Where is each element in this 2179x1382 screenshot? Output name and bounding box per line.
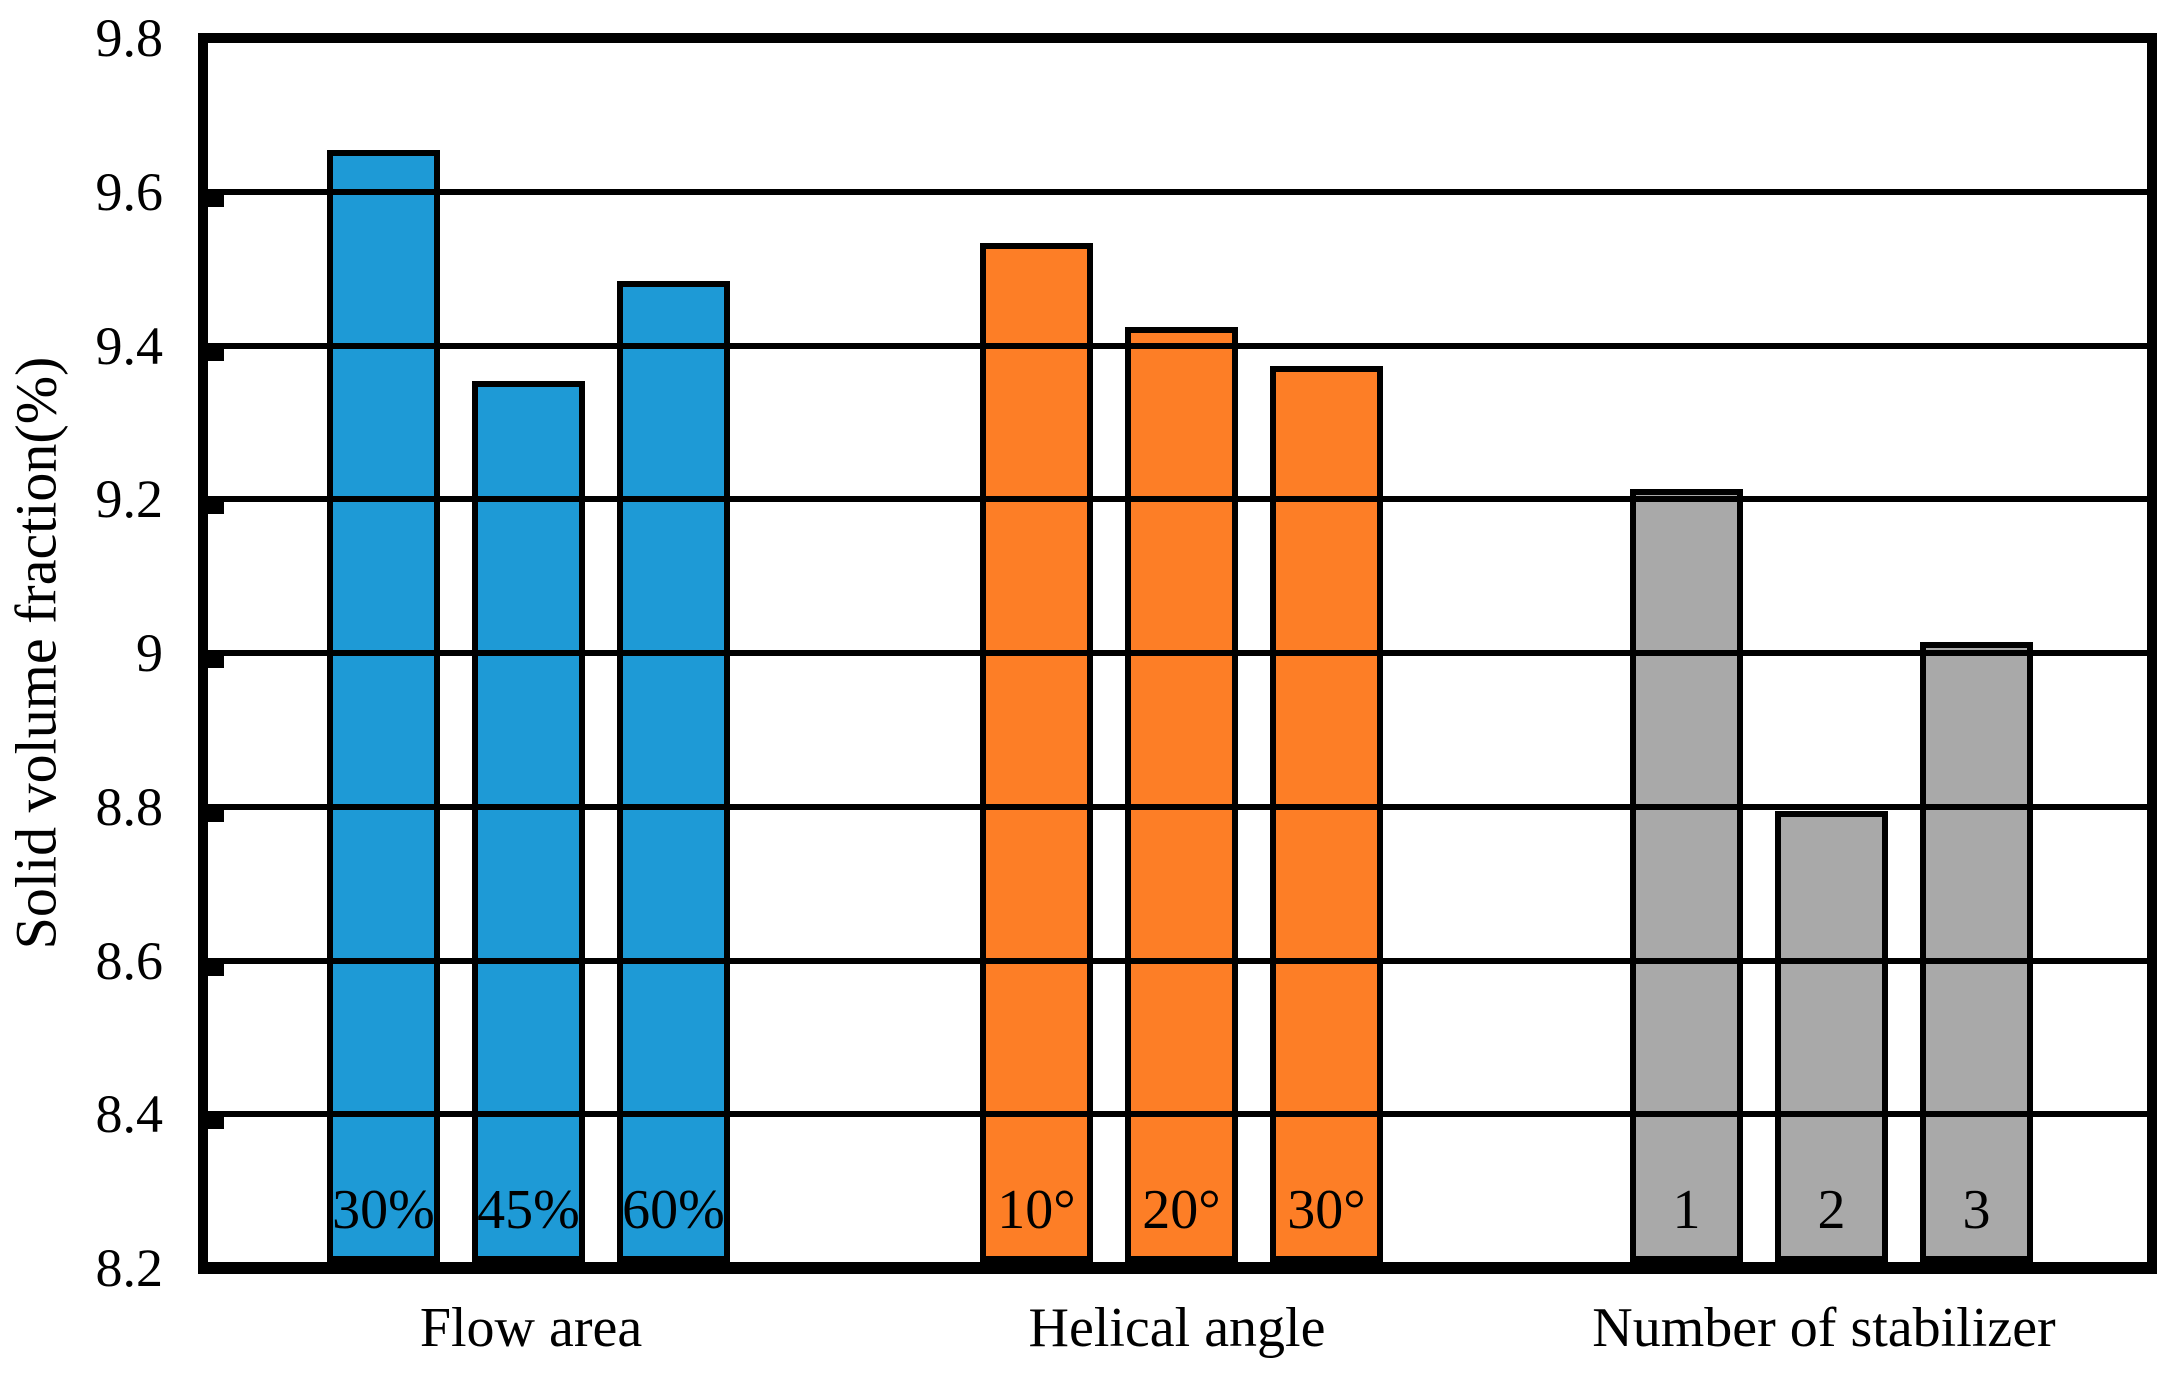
- y-tick-mark: [208, 650, 224, 668]
- plot-area: 30% 45% 60% 10° 20° 30° 1 2 3: [198, 33, 2157, 1274]
- bar-label: 60%: [622, 1179, 725, 1241]
- bar-label: 30°: [1287, 1179, 1366, 1241]
- y-tick-mark: [208, 803, 224, 822]
- bar-flow-area-45: 45%: [472, 380, 585, 1262]
- y-tick-mark: [208, 188, 224, 207]
- gridline: [208, 957, 2147, 964]
- y-tick-label: 9.2: [95, 469, 164, 530]
- y-tick-label: 9.8: [95, 8, 164, 68]
- x-category-flow-area: Flow area: [419, 1297, 643, 1359]
- gridline: [208, 342, 2147, 349]
- bar-flow-area-30: 30%: [327, 150, 440, 1262]
- bar-stabilizer-1: 1: [1630, 488, 1743, 1262]
- y-tick-label: 8.4: [95, 1084, 164, 1145]
- bar-helical-angle-10: 10°: [980, 242, 1093, 1262]
- gridline: [208, 803, 2147, 810]
- bar-label: 20°: [1142, 1179, 1221, 1241]
- bar-label: 45%: [477, 1179, 580, 1241]
- y-tick-mark: [208, 496, 224, 515]
- y-tick-label: 8.8: [95, 776, 164, 837]
- y-tick-mark: [208, 957, 224, 976]
- y-tick-mark: [208, 342, 224, 361]
- gridline: [208, 1111, 2147, 1118]
- y-tick-label: 9.4: [95, 315, 164, 376]
- bar-stabilizer-2: 2: [1775, 811, 1888, 1262]
- bar-label: 2: [1817, 1179, 1846, 1241]
- y-tick-label: 8.2: [95, 1238, 164, 1298]
- x-category-helical-angle: Helical angle: [1028, 1297, 1326, 1359]
- y-tick-label: 8.6: [95, 930, 164, 991]
- bar-stabilizer-3: 3: [1920, 642, 2033, 1262]
- bar-flow-area-60: 60%: [617, 281, 730, 1262]
- gridline: [208, 496, 2147, 503]
- y-tick-label: 9: [136, 623, 163, 683]
- gridline: [208, 650, 2147, 656]
- bar-label: 10°: [997, 1179, 1076, 1241]
- bar-label: 1: [1672, 1179, 1701, 1241]
- bar-label: 3: [1962, 1179, 1991, 1241]
- bar-label: 30%: [332, 1179, 435, 1241]
- x-category-number-of-stabilizer: Number of stabilizer: [1592, 1297, 2056, 1359]
- gridline: [208, 188, 2147, 195]
- bar-helical-angle-20: 20°: [1125, 327, 1238, 1262]
- y-tick-label: 9.6: [95, 161, 164, 222]
- y-tick-mark: [208, 1111, 224, 1130]
